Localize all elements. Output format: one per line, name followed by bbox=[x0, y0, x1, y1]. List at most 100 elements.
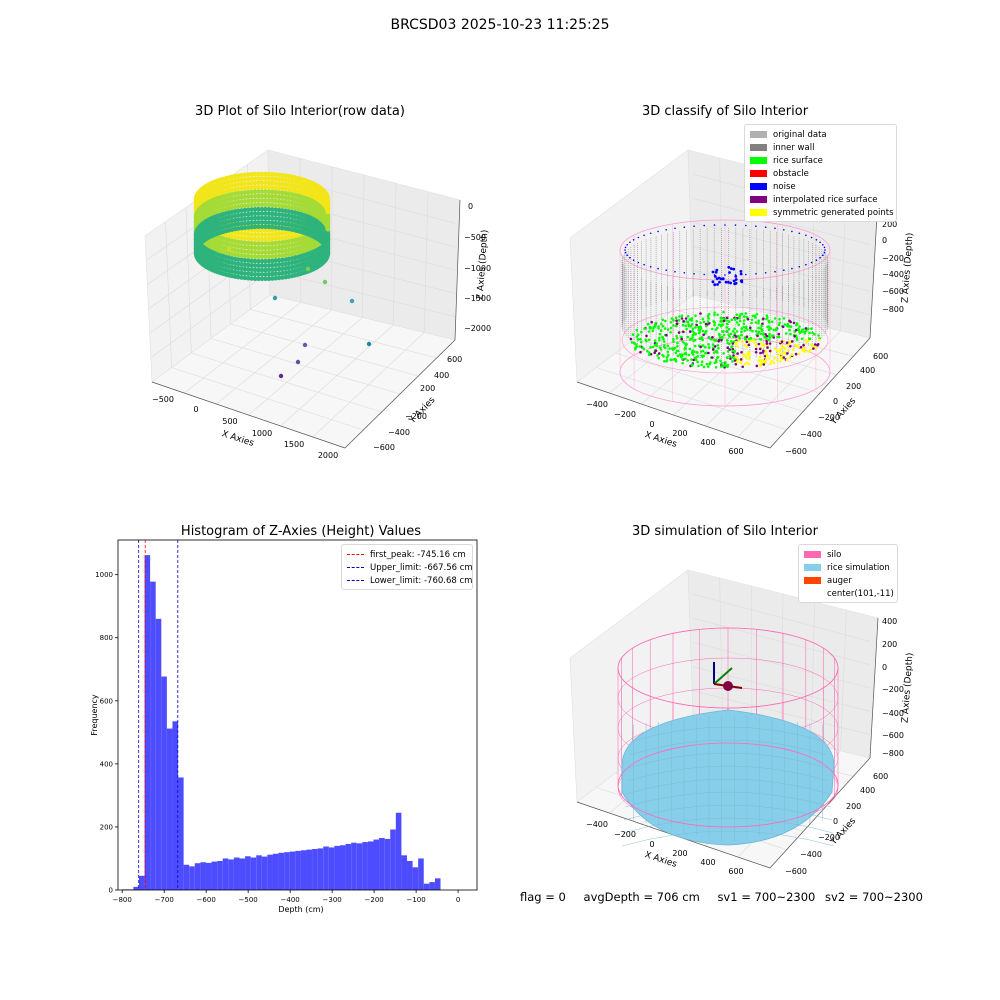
x-tick-label: 500 bbox=[222, 417, 237, 426]
raw-point bbox=[259, 180, 265, 186]
raw-point bbox=[246, 203, 251, 208]
raw-outlier-point bbox=[366, 341, 372, 347]
raw-point bbox=[273, 258, 279, 263]
raw-point bbox=[276, 262, 282, 268]
z-tick-label: −800 bbox=[882, 749, 904, 758]
raw-point bbox=[259, 245, 265, 251]
y-tick-label: −600 bbox=[373, 443, 395, 452]
x-tick-label: 1000 bbox=[252, 429, 272, 438]
raw-outlier-point bbox=[349, 298, 355, 304]
raw-point bbox=[249, 245, 254, 250]
z-tick-label: −1000 bbox=[464, 264, 491, 273]
grid-line bbox=[393, 183, 397, 326]
y-tick-label: 400 bbox=[860, 786, 875, 795]
raw-point bbox=[273, 203, 279, 208]
raw-point bbox=[252, 263, 258, 268]
raw-point bbox=[270, 258, 275, 264]
raw-point bbox=[263, 176, 268, 181]
legend-swatch bbox=[804, 564, 821, 571]
raw-point bbox=[273, 249, 279, 255]
raw-point bbox=[263, 276, 268, 282]
raw-point bbox=[252, 254, 258, 259]
raw-point bbox=[259, 171, 265, 177]
raw-point bbox=[263, 258, 268, 264]
legend-entry: center(101,-11) bbox=[804, 587, 894, 600]
raw-point bbox=[249, 202, 254, 208]
raw-point bbox=[252, 236, 258, 242]
plot1-title: 3D Plot of Silo Interior(row data) bbox=[195, 104, 405, 119]
rice-surface-point bbox=[684, 357, 687, 361]
raw-point bbox=[249, 207, 254, 212]
raw-point bbox=[256, 236, 261, 242]
raw-point bbox=[266, 232, 272, 237]
plot2-title: 3D classify of Silo Interior bbox=[641, 104, 809, 119]
raw-point bbox=[273, 172, 279, 177]
raw-point bbox=[259, 215, 265, 221]
raw-outlier-point bbox=[226, 246, 232, 252]
raw-point bbox=[263, 206, 268, 212]
raw-point bbox=[270, 276, 275, 281]
raw-point bbox=[325, 209, 331, 215]
raw-point bbox=[263, 180, 268, 186]
raw-point bbox=[263, 220, 268, 225]
raw-point bbox=[259, 228, 265, 233]
raw-point bbox=[252, 267, 258, 273]
raw-point bbox=[266, 224, 272, 230]
raw-point bbox=[256, 254, 261, 260]
z-tick-label: −600 bbox=[882, 731, 904, 740]
raw-point bbox=[252, 202, 258, 208]
raw-point bbox=[263, 211, 268, 216]
raw-outlier-point bbox=[272, 295, 278, 301]
raw-point bbox=[256, 198, 261, 203]
raw-point bbox=[246, 216, 251, 221]
raw-point bbox=[266, 241, 272, 246]
raw-point bbox=[249, 185, 254, 190]
y-tick-label: 600 bbox=[873, 772, 888, 781]
raw-point bbox=[325, 213, 331, 219]
raw-point bbox=[263, 215, 268, 221]
raw-point bbox=[256, 224, 261, 230]
raw-point bbox=[263, 232, 268, 238]
y-tick-label: −200 bbox=[405, 412, 427, 421]
x-axis-line bbox=[576, 381, 771, 449]
raw-point bbox=[249, 172, 254, 177]
raw-point bbox=[276, 249, 282, 254]
raw-outlier-point bbox=[302, 342, 308, 348]
raw-point bbox=[266, 211, 272, 216]
raw-point bbox=[252, 220, 258, 225]
raw-point bbox=[266, 263, 272, 268]
raw-point bbox=[276, 266, 282, 272]
z-tick-label: 200 bbox=[882, 640, 897, 649]
raw-point bbox=[273, 262, 279, 268]
raw-point bbox=[246, 267, 251, 272]
raw-point bbox=[273, 240, 279, 246]
raw-point bbox=[263, 245, 268, 251]
z-axis-label: Z Axies (Depth) bbox=[476, 229, 491, 300]
raw-point bbox=[266, 176, 272, 181]
raw-point bbox=[252, 228, 258, 233]
raw-point bbox=[246, 236, 251, 241]
raw-point bbox=[256, 193, 261, 199]
raw-point bbox=[259, 211, 265, 216]
raw-point bbox=[263, 198, 268, 203]
raw-point bbox=[270, 245, 275, 250]
y-tick-label: 200 bbox=[846, 802, 861, 811]
raw-point bbox=[249, 236, 254, 242]
raw-point bbox=[252, 176, 258, 181]
raw-point bbox=[325, 244, 331, 250]
raw-point bbox=[266, 189, 272, 194]
raw-point bbox=[266, 272, 272, 277]
raw-point bbox=[256, 189, 261, 194]
y-tick-label: −400 bbox=[800, 850, 822, 859]
raw-point bbox=[249, 254, 254, 259]
raw-point bbox=[242, 207, 248, 213]
raw-point bbox=[263, 193, 268, 199]
raw-point bbox=[266, 180, 272, 186]
z-axis-line bbox=[454, 199, 461, 341]
raw-point bbox=[259, 232, 265, 238]
raw-point bbox=[256, 215, 261, 221]
raw-point bbox=[252, 171, 258, 177]
raw-point bbox=[263, 189, 268, 194]
raw-point bbox=[256, 171, 261, 177]
raw-point bbox=[325, 196, 331, 201]
